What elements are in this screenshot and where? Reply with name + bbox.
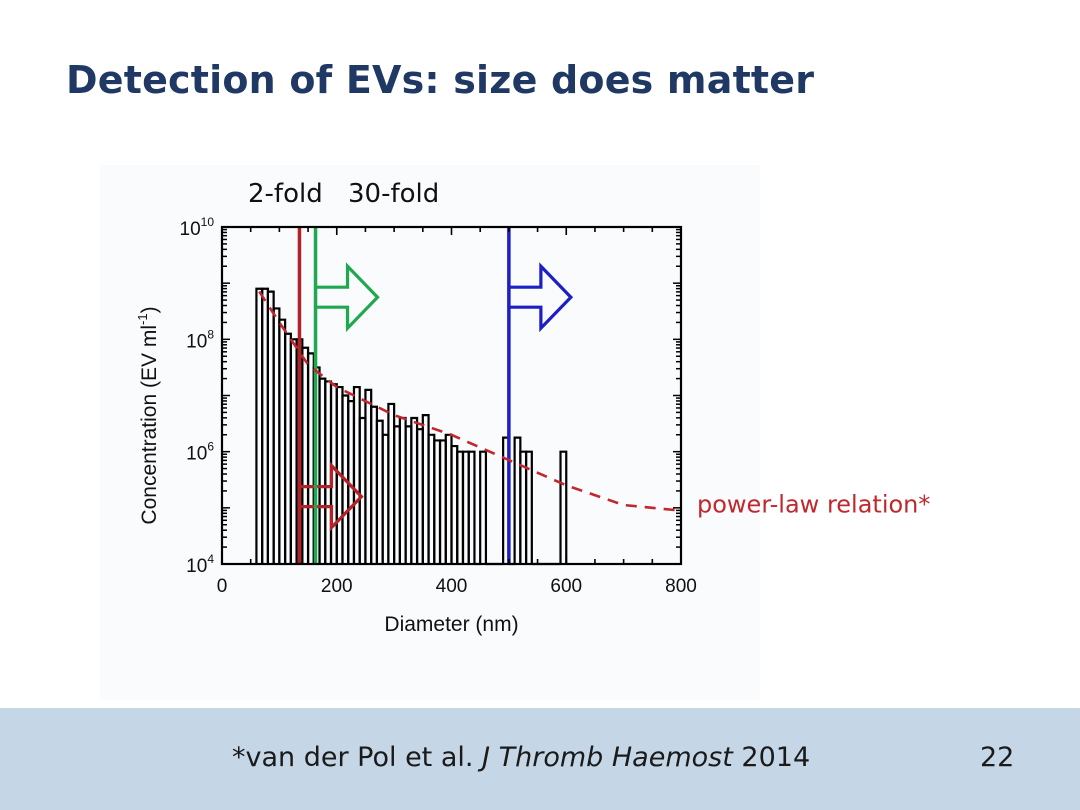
threshold-arrow <box>299 461 364 532</box>
histogram-bar <box>467 450 476 564</box>
plot-area-background <box>100 165 760 700</box>
citation-year: 2014 <box>741 742 811 773</box>
histogram-bar <box>479 450 488 564</box>
citation-authors: *van der Pol et al. <box>232 742 474 773</box>
footer-bar: *van der Pol et al. J Thromb Haemost 201… <box>0 708 1080 810</box>
x-tick-label: 0 <box>217 576 228 597</box>
x-tick-label: 400 <box>436 576 468 597</box>
y-tick-label: 104 <box>186 552 214 577</box>
y-tick-label: 108 <box>186 327 214 352</box>
x-tick-label: 600 <box>550 576 582 597</box>
y-tick-label: 106 <box>186 440 214 465</box>
citation-journal: J Thromb Haemost <box>482 742 733 773</box>
fold-label-30: 30-fold <box>348 179 439 209</box>
citation: *van der Pol et al. J Thromb Haemost 201… <box>232 742 810 773</box>
concentration-vs-diameter-chart: 0 200 400 600 800 104 106 108 1010 power-law rel… <box>100 165 931 700</box>
x-tick-label: 200 <box>321 576 353 597</box>
histogram-bar <box>524 450 533 564</box>
slide-title: Detection of EVs: size does matter <box>66 58 815 102</box>
x-axis-label: Diameter (nm) <box>384 613 518 636</box>
threshold-arrow <box>315 262 380 333</box>
x-tick-label: 800 <box>665 576 697 597</box>
y-axis-label: Concentration (EV ml-1) <box>135 306 161 524</box>
chart: 0 200 400 600 800 104 106 108 1010 power-law rel… <box>100 165 931 700</box>
fold-label-2: 2-fold <box>248 179 323 209</box>
y-tick-label: 1010 <box>180 215 215 240</box>
power-law-curve <box>258 290 682 512</box>
histogram-bar <box>559 450 568 564</box>
threshold-arrow <box>508 262 574 333</box>
page-number: 22 <box>980 742 1015 773</box>
power-law-label: power-law relation* <box>697 491 930 519</box>
